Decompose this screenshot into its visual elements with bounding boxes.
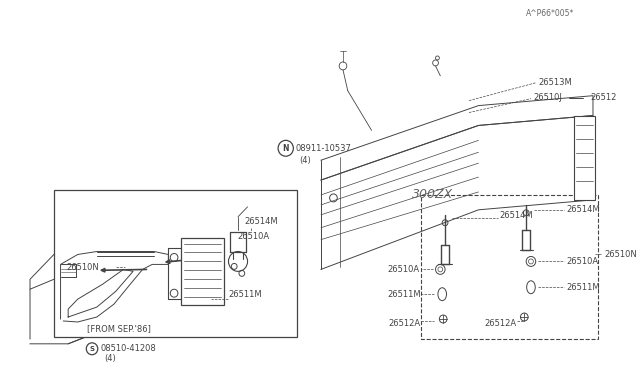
Text: A^P66*005*: A^P66*005* — [526, 9, 575, 18]
Text: 26511M: 26511M — [388, 290, 422, 299]
Bar — [421, 195, 598, 339]
Text: 26510J: 26510J — [534, 93, 563, 102]
Text: 08510-41208: 08510-41208 — [100, 344, 156, 353]
Text: 26511M: 26511M — [566, 283, 600, 292]
Text: [FROM SEP.'86]: [FROM SEP.'86] — [87, 324, 151, 333]
Bar — [574, 116, 595, 200]
Text: 26514M: 26514M — [499, 211, 533, 220]
Text: 26514M: 26514M — [244, 217, 278, 226]
Text: 26510A: 26510A — [566, 257, 598, 266]
Text: 08911-10537: 08911-10537 — [295, 144, 351, 153]
Bar — [54, 190, 297, 337]
Text: 26514M: 26514M — [566, 205, 600, 214]
Text: 26512A: 26512A — [388, 320, 421, 328]
Text: 26510N: 26510N — [604, 250, 637, 259]
Text: 26512: 26512 — [590, 93, 616, 102]
Text: 300ZX: 300ZX — [412, 189, 453, 201]
Text: 26510A: 26510A — [388, 265, 420, 274]
Text: (4): (4) — [299, 156, 311, 165]
Bar — [180, 238, 224, 305]
Text: 26510A: 26510A — [237, 232, 269, 241]
Text: 26510N: 26510N — [67, 263, 99, 272]
Text: N: N — [282, 144, 289, 153]
Text: 26513M: 26513M — [539, 78, 572, 87]
Text: 26511M: 26511M — [228, 290, 262, 299]
Text: S: S — [90, 346, 95, 352]
Text: (4): (4) — [104, 354, 116, 363]
Text: 26512A: 26512A — [484, 320, 516, 328]
